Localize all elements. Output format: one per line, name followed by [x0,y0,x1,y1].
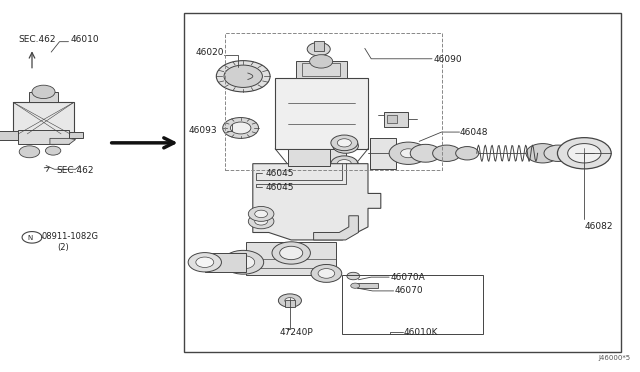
Circle shape [318,269,335,278]
Circle shape [232,256,255,269]
Circle shape [223,118,259,138]
Text: 46020: 46020 [195,48,224,57]
Bar [288,149,330,166]
Text: 46070A: 46070A [390,273,425,282]
Circle shape [310,55,333,68]
Bar [275,78,368,149]
Circle shape [188,253,221,272]
Circle shape [223,250,264,274]
Circle shape [230,122,251,134]
Text: 46093: 46093 [188,126,217,135]
Circle shape [272,242,310,264]
Text: 46010: 46010 [70,35,99,44]
Text: SEC.462: SEC.462 [18,35,56,44]
Circle shape [285,298,295,304]
Circle shape [333,138,358,153]
Circle shape [255,218,268,225]
Text: SEC.462: SEC.462 [56,166,94,174]
Text: 46082: 46082 [585,222,614,231]
Circle shape [337,160,351,168]
Circle shape [307,42,330,56]
Circle shape [333,157,358,172]
Circle shape [401,149,416,158]
Bar [69,132,83,138]
Bar [384,112,408,126]
Circle shape [331,135,358,151]
Bar [285,300,295,307]
Bar [298,149,346,163]
Circle shape [32,85,55,99]
Bar [302,63,340,76]
Bar [0,131,18,140]
Circle shape [433,145,461,161]
Bar [205,253,246,272]
Bar [225,33,442,170]
Bar [18,130,69,144]
Bar [357,283,378,288]
Circle shape [526,144,559,163]
Circle shape [351,283,360,288]
Circle shape [216,61,270,92]
Polygon shape [50,138,76,144]
Bar [246,242,336,275]
Bar [13,102,74,134]
Circle shape [568,144,601,163]
Circle shape [45,146,61,155]
Text: 46045: 46045 [266,183,294,192]
Circle shape [456,147,479,160]
Circle shape [331,156,358,171]
Circle shape [311,264,342,282]
Text: 46045: 46045 [266,169,294,178]
Text: 46090: 46090 [434,55,463,64]
Text: 46048: 46048 [460,128,488,137]
Bar [314,41,324,51]
Bar [387,115,397,123]
Circle shape [278,294,301,307]
Circle shape [557,138,611,169]
Circle shape [337,139,351,147]
Polygon shape [314,216,358,240]
Circle shape [280,246,303,260]
Bar [184,13,621,352]
Circle shape [339,142,352,150]
Text: (2): (2) [58,243,69,252]
Bar [296,61,347,78]
Circle shape [248,214,274,229]
Circle shape [224,65,262,87]
Text: J46000*5: J46000*5 [598,355,630,361]
Circle shape [196,257,214,267]
Circle shape [544,145,572,161]
Circle shape [248,206,274,221]
Text: N: N [28,235,33,241]
Text: 08911-1082G: 08911-1082G [42,232,99,241]
Text: 46070: 46070 [395,286,424,295]
Circle shape [389,142,428,164]
Circle shape [255,210,268,218]
Circle shape [339,161,352,168]
Bar [29,92,58,102]
Bar [342,275,483,334]
Text: 46010K: 46010K [403,328,438,337]
Polygon shape [253,164,381,240]
Circle shape [410,144,441,162]
Circle shape [347,272,360,280]
Text: 47240P: 47240P [280,328,314,337]
Circle shape [19,146,40,158]
Bar [370,138,396,169]
